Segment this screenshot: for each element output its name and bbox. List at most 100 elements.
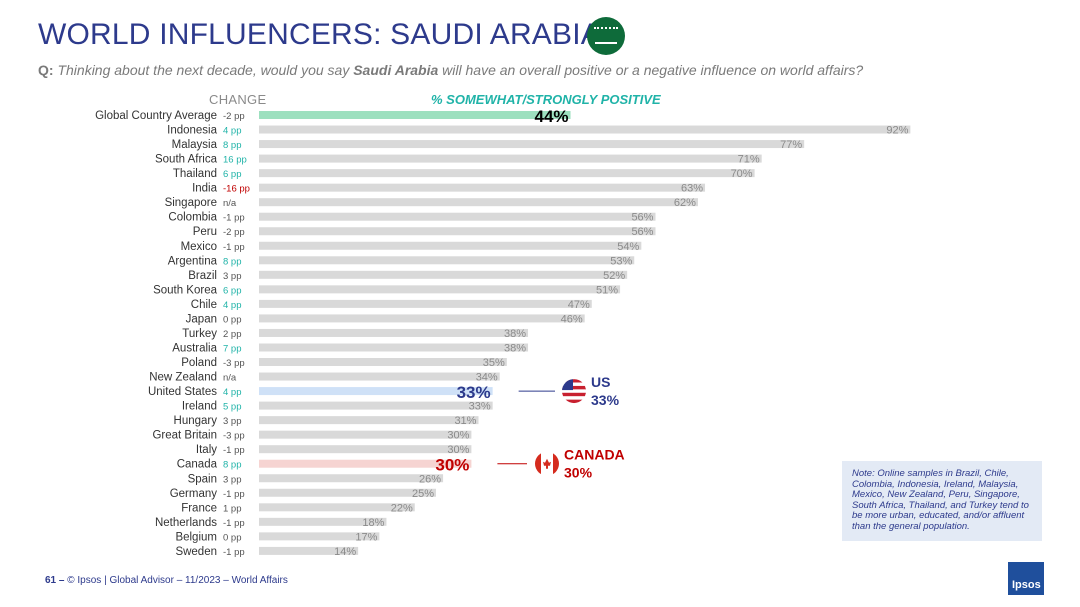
change-value: 5 pp	[223, 402, 242, 413]
change-value: -2 pp	[223, 111, 245, 122]
data-label: 14%	[334, 546, 356, 558]
change-value: 4 pp	[223, 300, 242, 311]
question-bold: Saudi Arabia	[353, 62, 439, 78]
methodology-note: Note: Online samples in Brazil, Chile, C…	[842, 461, 1042, 541]
change-value: -2 pp	[223, 227, 245, 238]
data-label: 62%	[674, 197, 696, 209]
data-label: 52%	[603, 270, 625, 282]
data-label: 71%	[738, 154, 760, 166]
country-label: South Korea	[153, 284, 218, 296]
change-value: n/a	[223, 198, 237, 209]
data-label: 30%	[447, 430, 469, 442]
change-value: 8 pp	[223, 140, 242, 151]
change-value: 4 pp	[223, 387, 242, 398]
question-text-1: Thinking about the next decade, would yo…	[57, 62, 350, 78]
change-value: 0 pp	[223, 314, 242, 325]
country-label: Singapore	[165, 197, 217, 209]
bar	[259, 256, 635, 265]
data-label: 30%	[435, 456, 469, 475]
bar	[259, 488, 436, 497]
country-label: New Zealand	[149, 372, 217, 384]
country-label: Chile	[191, 299, 217, 311]
data-label: 26%	[419, 473, 441, 485]
bar	[259, 459, 472, 468]
country-label: Global Country Average	[95, 110, 217, 122]
bar	[259, 546, 359, 555]
bar	[259, 445, 472, 454]
data-label: 70%	[731, 168, 753, 180]
change-value: -1 pp	[223, 242, 245, 253]
data-label: 54%	[617, 241, 639, 253]
bar	[259, 125, 911, 134]
country-label: Great Britain	[152, 430, 217, 442]
country-label: Japan	[186, 313, 217, 325]
country-label: Argentina	[168, 255, 218, 267]
saudi-arabia-flag-icon	[587, 17, 625, 55]
data-label: 33%	[457, 383, 491, 402]
canada-callout-title: CANADA	[564, 447, 625, 463]
bar	[259, 503, 415, 512]
bar	[259, 227, 656, 236]
bar	[259, 212, 656, 221]
data-label: 35%	[483, 357, 505, 369]
change-value: 3 pp	[223, 474, 242, 485]
data-label: 77%	[780, 139, 802, 151]
country-label: Germany	[170, 488, 218, 500]
change-value: 3 pp	[223, 271, 242, 282]
us-flag-icon	[562, 379, 586, 404]
change-value: 16 pp	[223, 155, 247, 166]
bar	[259, 183, 706, 192]
data-label: 38%	[504, 328, 526, 340]
change-value: 2 pp	[223, 329, 242, 340]
bar	[259, 169, 755, 178]
data-label: 56%	[631, 226, 653, 238]
data-label: 33%	[469, 401, 491, 413]
country-label: Australia	[172, 342, 217, 354]
bar	[259, 372, 500, 381]
bar	[259, 387, 493, 396]
change-value: 8 pp	[223, 460, 242, 471]
change-value: 3 pp	[223, 416, 242, 427]
data-label: 44%	[534, 107, 568, 126]
data-label: 51%	[596, 284, 618, 296]
data-label: 22%	[391, 502, 413, 514]
data-label: 63%	[681, 183, 703, 195]
data-label: 53%	[610, 255, 632, 267]
change-column-header: CHANGE	[209, 92, 267, 107]
change-value: -1 pp	[223, 213, 245, 224]
change-value: -1 pp	[223, 547, 245, 558]
bar	[259, 111, 571, 119]
country-label: Poland	[181, 357, 217, 369]
country-label: Malaysia	[172, 139, 218, 151]
country-label: Mexico	[181, 241, 217, 253]
change-value: 0 pp	[223, 532, 242, 543]
change-value: -1 pp	[223, 518, 245, 529]
data-label: 34%	[476, 372, 498, 384]
country-label: Brazil	[188, 270, 217, 282]
canada-callout-value: 30%	[564, 465, 593, 481]
country-label: Indonesia	[167, 125, 217, 137]
country-label: Colombia	[168, 212, 217, 224]
page-number: 61 –	[45, 575, 65, 586]
bar	[259, 241, 642, 250]
bar	[259, 416, 479, 425]
country-label: France	[181, 502, 217, 514]
bar	[259, 358, 507, 367]
footer: 61 – © Ipsos | Global Advisor – 11/2023 …	[45, 575, 288, 586]
change-value: -16 pp	[223, 184, 250, 195]
logo-text: Ipsos	[1012, 579, 1041, 591]
data-label: 56%	[631, 212, 653, 224]
bar	[259, 140, 805, 149]
change-value: -3 pp	[223, 431, 245, 442]
page-title: WORLD INFLUENCERS: SAUDI ARABIA	[38, 18, 601, 51]
bar	[259, 401, 493, 410]
change-value: -1 pp	[223, 445, 245, 456]
canada-flag-icon	[535, 451, 559, 476]
change-value: -1 pp	[223, 489, 245, 500]
change-value: n/a	[223, 373, 237, 384]
question-text-2: will have an overall positive or a negat…	[442, 62, 864, 78]
country-label: Sweden	[175, 546, 217, 558]
country-label: Peru	[193, 226, 217, 238]
positive-column-header: % SOMEWHAT/STRONGLY POSITIVE	[431, 92, 661, 107]
